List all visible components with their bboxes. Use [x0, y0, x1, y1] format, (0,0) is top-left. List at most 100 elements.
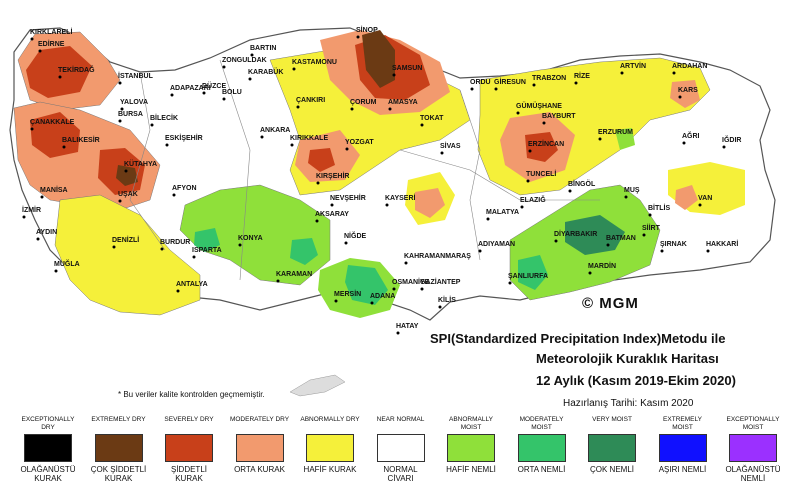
city-dot: [516, 111, 520, 115]
city-label: AYDIN: [36, 229, 57, 236]
city-dot: [54, 269, 58, 273]
city-label: ŞIRNAK: [660, 241, 687, 248]
legend-label-en: EXCEPTIONALLY MOIST: [726, 416, 780, 431]
city-label: BİTLİS: [648, 204, 670, 212]
city-label: NEVŞEHİR: [330, 194, 366, 202]
city-dot: [598, 137, 602, 141]
city-label: ISPARTA: [192, 247, 222, 254]
city-label: EDİRNE: [38, 40, 65, 48]
legend-label-en: ABNORMALLY DRY: [300, 416, 360, 423]
legend-swatch: [94, 434, 143, 462]
city-label: KAHRAMANMARAŞ: [404, 253, 471, 260]
city-dot: [404, 261, 408, 265]
aegean-severe-zone: [30, 112, 80, 158]
city-label: GÜMÜŞHANE: [516, 101, 562, 110]
legend-label-tr: NORMAL CİVARI: [383, 465, 418, 483]
city-dot: [706, 249, 710, 253]
city-dot: [470, 87, 474, 91]
city-dot: [222, 97, 226, 101]
city-label: ÇANAKKALE: [30, 119, 75, 126]
city-label: ŞANLIURFA: [508, 273, 548, 280]
kutahya-extreme-zone: [116, 165, 138, 186]
city-label: ANTALYA: [176, 281, 208, 288]
city-label: MERSİN: [334, 290, 361, 298]
city-dot: [388, 107, 392, 111]
city-dot: [528, 149, 532, 153]
city-dot: [554, 239, 558, 243]
city-label: ZONGULDAK: [222, 57, 267, 64]
city-label: AKSARAY: [315, 211, 349, 218]
city-dot: [36, 237, 40, 241]
city-dot: [165, 143, 169, 147]
konya-orta-nemli-zone: [290, 238, 318, 265]
city-dot: [588, 271, 592, 275]
city-label: MALATYA: [486, 209, 519, 216]
legend-label-en: NEAR NORMAL: [376, 416, 425, 423]
legend-label-tr: ORTA NEMLİ: [517, 465, 566, 474]
city-label: HAKKARİ: [706, 240, 738, 248]
region-border: [129, 71, 166, 251]
city-dot: [260, 135, 264, 139]
city-label: KASTAMONU: [292, 59, 337, 66]
city-label: BİLECİK: [150, 114, 178, 122]
city-label: BALIKESİR: [62, 136, 100, 144]
city-label: BURSA: [118, 111, 143, 118]
legend-label-en: ABNORMALLY MOIST: [449, 416, 493, 431]
city-label: AMASYA: [388, 99, 418, 106]
city-dot: [532, 83, 536, 87]
city-dot: [222, 65, 226, 69]
legend-item: EXTREMELY DRY ÇOK ŞİDDETLİ KURAK: [89, 416, 149, 483]
city-label: SİVAS: [440, 142, 461, 150]
city-label: ERZİNCAN: [528, 140, 564, 148]
city-label: KÜTAHYA: [124, 159, 157, 168]
legend-label-tr: ÇOK NEMLİ: [589, 465, 634, 474]
legend: EXCEPTIONALLY DRY OLAĞANÜSTÜ KURAK EXTREME…: [0, 416, 790, 491]
city-label: UŞAK: [118, 191, 138, 198]
legend-swatch: [24, 434, 72, 462]
city-dot: [682, 141, 686, 145]
legend-label-tr: ORTA KURAK: [234, 465, 285, 474]
bitlis-orta-zone: [675, 185, 698, 210]
city-dot: [660, 249, 664, 253]
city-dot: [392, 73, 396, 77]
erzincan-severe-zone: [525, 132, 558, 162]
city-label: TOKAT: [420, 115, 444, 122]
city-label: MARDİN: [588, 262, 616, 270]
city-label: ORDU: [470, 79, 491, 86]
legend-label-en: VERY MOIST: [592, 416, 632, 423]
city-dot: [345, 147, 349, 151]
city-label: ANKARA: [260, 127, 290, 134]
city-label: IĞDIR: [722, 135, 741, 144]
sinop-extreme-zone: [362, 30, 395, 88]
city-dot: [248, 77, 252, 81]
city-dot: [420, 123, 424, 127]
city-dot: [606, 243, 610, 247]
city-dot: [192, 255, 196, 259]
city-dot: [574, 81, 578, 85]
legend-swatch: [588, 434, 636, 462]
prepared-date: Hazırlanış Tarihi: Kasım 2020: [563, 398, 694, 409]
drought-map: KIRKLARELİ EDİRNE TEKİRDAĞ İSTANBUL ÇANAKKAL…: [9, 26, 776, 397]
city-dot: [118, 199, 122, 203]
city-dot: [526, 179, 530, 183]
city-label: MUŞ: [624, 187, 640, 194]
city-dot: [344, 241, 348, 245]
city-dot: [486, 217, 490, 221]
city-dot: [478, 249, 482, 253]
city-dot: [508, 281, 512, 285]
adana-orta-nemli-zone: [345, 265, 388, 305]
legend-item: ABNORMALLY MOIST HAFİF NEMLİ: [441, 416, 501, 474]
city-label: TRABZON: [532, 75, 566, 82]
city-dot: [330, 203, 334, 207]
city-label: ELAZIĞ: [520, 195, 546, 204]
city-label: GAZİANTEP: [420, 278, 461, 286]
city-dot: [315, 219, 319, 223]
thrace-severe-zone: [26, 46, 92, 98]
city-label: MUĞLA: [54, 259, 80, 268]
kars-orta-zone: [670, 80, 700, 108]
city-label: HATAY: [396, 323, 419, 330]
legend-label-en: EXTREMELY DRY: [91, 416, 146, 423]
city-dot: [30, 37, 34, 41]
legend-item: SEVERELY DRY ŞİDDETLİ KURAK: [159, 416, 219, 483]
legend-item: NEAR NORMAL NORMAL CİVARI: [371, 416, 431, 483]
